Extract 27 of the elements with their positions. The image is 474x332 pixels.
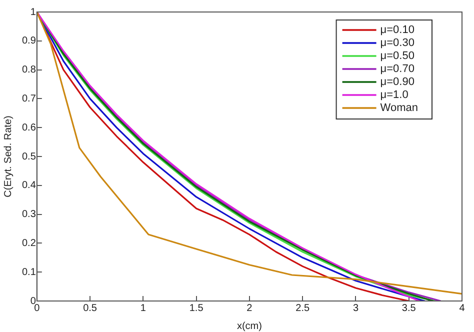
legend-label: μ=0.90 (380, 76, 414, 88)
x-tick-label: 3 (352, 302, 359, 314)
y-tick-label: 1 (30, 6, 36, 18)
x-tick-label: 2 (246, 302, 253, 314)
x-tick-label: 0.5 (83, 302, 98, 314)
y-tick-label: 0.1 (22, 266, 36, 278)
y-tick-label: 0.7 (22, 93, 36, 104)
y-tick-label: 0.9 (22, 36, 36, 47)
x-tick-label: 1 (140, 302, 146, 314)
y-tick-label: 0.8 (22, 64, 36, 76)
y-axis-title: C(Eryt. Sed. Rate) (2, 116, 14, 198)
legend-label: μ=0.70 (380, 63, 414, 76)
y-tick-label: 0.6 (22, 122, 36, 134)
x-tick-label: 2.5 (296, 302, 310, 314)
x-tick-label: 1.5 (189, 302, 204, 314)
x-tick-label: 3.5 (402, 302, 416, 314)
legend-label: μ=0.50 (380, 50, 414, 62)
y-tick-label: 0.2 (22, 238, 36, 249)
y-tick-label: 0.5 (22, 151, 36, 162)
y-tick-label: 0.3 (22, 209, 36, 220)
y-tick-label: 0.4 (22, 180, 36, 192)
x-axis-title: x(cm) (236, 320, 262, 332)
legend-label: Woman (380, 102, 418, 114)
x-tick-label: 4 (459, 302, 466, 314)
legend-label: μ=0.10 (380, 24, 414, 36)
legend-label: μ=1.0 (380, 89, 408, 102)
legend-label: μ=0.30 (380, 37, 414, 50)
